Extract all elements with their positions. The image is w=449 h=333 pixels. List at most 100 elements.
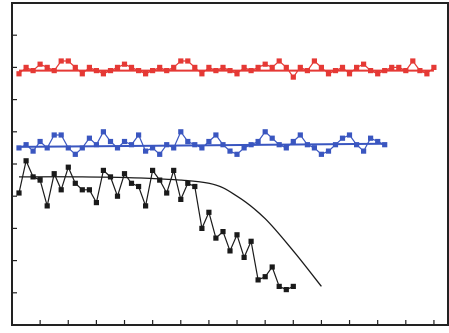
data-point (128, 64, 135, 70)
data-point (37, 177, 43, 183)
data-point (136, 132, 142, 138)
data-point (150, 68, 156, 74)
data-point (16, 145, 22, 151)
fit-line-3 (18, 176, 322, 287)
data-point (107, 138, 114, 145)
data-point (269, 264, 275, 270)
data-point (241, 145, 247, 151)
data-point (283, 145, 289, 151)
data-point (290, 283, 296, 289)
data-point (93, 68, 99, 74)
data-point (51, 171, 57, 177)
data-point (37, 138, 43, 145)
data-point (227, 68, 233, 74)
data-point (114, 193, 121, 199)
data-point (107, 68, 114, 74)
plot-frame (11, 2, 449, 326)
data-point (100, 71, 106, 77)
data-point (318, 64, 324, 70)
series-markers-2 (16, 129, 388, 157)
data-point (276, 283, 282, 289)
data-point (206, 138, 212, 145)
data-point (150, 145, 156, 151)
data-point (185, 58, 191, 64)
data-point (199, 71, 205, 77)
data-point (150, 167, 156, 173)
data-point (241, 254, 247, 260)
data-point (290, 74, 296, 80)
data-point (51, 132, 57, 138)
data-point (143, 71, 149, 77)
data-point (227, 248, 233, 254)
data-point (276, 58, 282, 64)
data-point (227, 148, 233, 154)
data-point (332, 68, 339, 74)
data-point (192, 64, 198, 70)
data-point (304, 68, 310, 74)
data-point (213, 235, 219, 241)
data-point (304, 142, 310, 148)
data-point (79, 187, 85, 193)
data-point (107, 174, 114, 180)
data-point (269, 64, 275, 70)
data-point (114, 145, 121, 151)
data-point (178, 58, 184, 64)
data-point (283, 287, 289, 293)
series-markers-1 (16, 58, 437, 80)
data-point (220, 142, 226, 148)
data-point (262, 274, 268, 280)
data-point (262, 129, 268, 135)
data-point (206, 64, 212, 70)
data-point (234, 232, 240, 238)
data-point (93, 200, 99, 206)
data-point (93, 142, 99, 148)
data-point (58, 58, 64, 64)
data-point (79, 145, 85, 151)
data-point (431, 64, 437, 70)
data-point (164, 142, 170, 148)
data-point (157, 177, 163, 183)
data-point (16, 190, 22, 196)
data-point (171, 167, 177, 173)
data-point (255, 277, 261, 283)
series-lines (16, 58, 437, 293)
data-point (213, 68, 219, 74)
data-point (339, 135, 346, 141)
data-point (396, 64, 402, 70)
data-point (417, 68, 423, 74)
data-point (361, 148, 367, 154)
data-point (157, 151, 163, 157)
data-point (368, 135, 374, 141)
data-point (346, 71, 353, 77)
axis-ticks (12, 34, 435, 325)
data-point (79, 71, 85, 77)
data-point (375, 71, 381, 77)
data-point (276, 142, 282, 148)
data-point (318, 151, 324, 157)
data-point (178, 129, 184, 135)
data-point (199, 225, 205, 231)
data-point (241, 64, 247, 70)
data-point (192, 142, 198, 148)
data-point (410, 58, 416, 64)
data-point (382, 142, 388, 148)
data-point (325, 71, 332, 77)
data-point (16, 71, 22, 77)
data-point (65, 164, 71, 170)
data-point (375, 138, 381, 145)
data-point (269, 135, 275, 141)
data-point (121, 138, 128, 145)
data-point (100, 167, 106, 173)
data-point (30, 148, 36, 154)
data-point (234, 151, 240, 157)
data-point (199, 145, 205, 151)
data-point (114, 64, 121, 70)
data-point (178, 196, 184, 202)
data-point (157, 64, 163, 70)
data-point (382, 68, 388, 74)
data-point (37, 61, 43, 67)
data-point (234, 71, 240, 77)
data-point (65, 145, 71, 151)
data-point (143, 148, 149, 154)
data-point (290, 138, 296, 145)
